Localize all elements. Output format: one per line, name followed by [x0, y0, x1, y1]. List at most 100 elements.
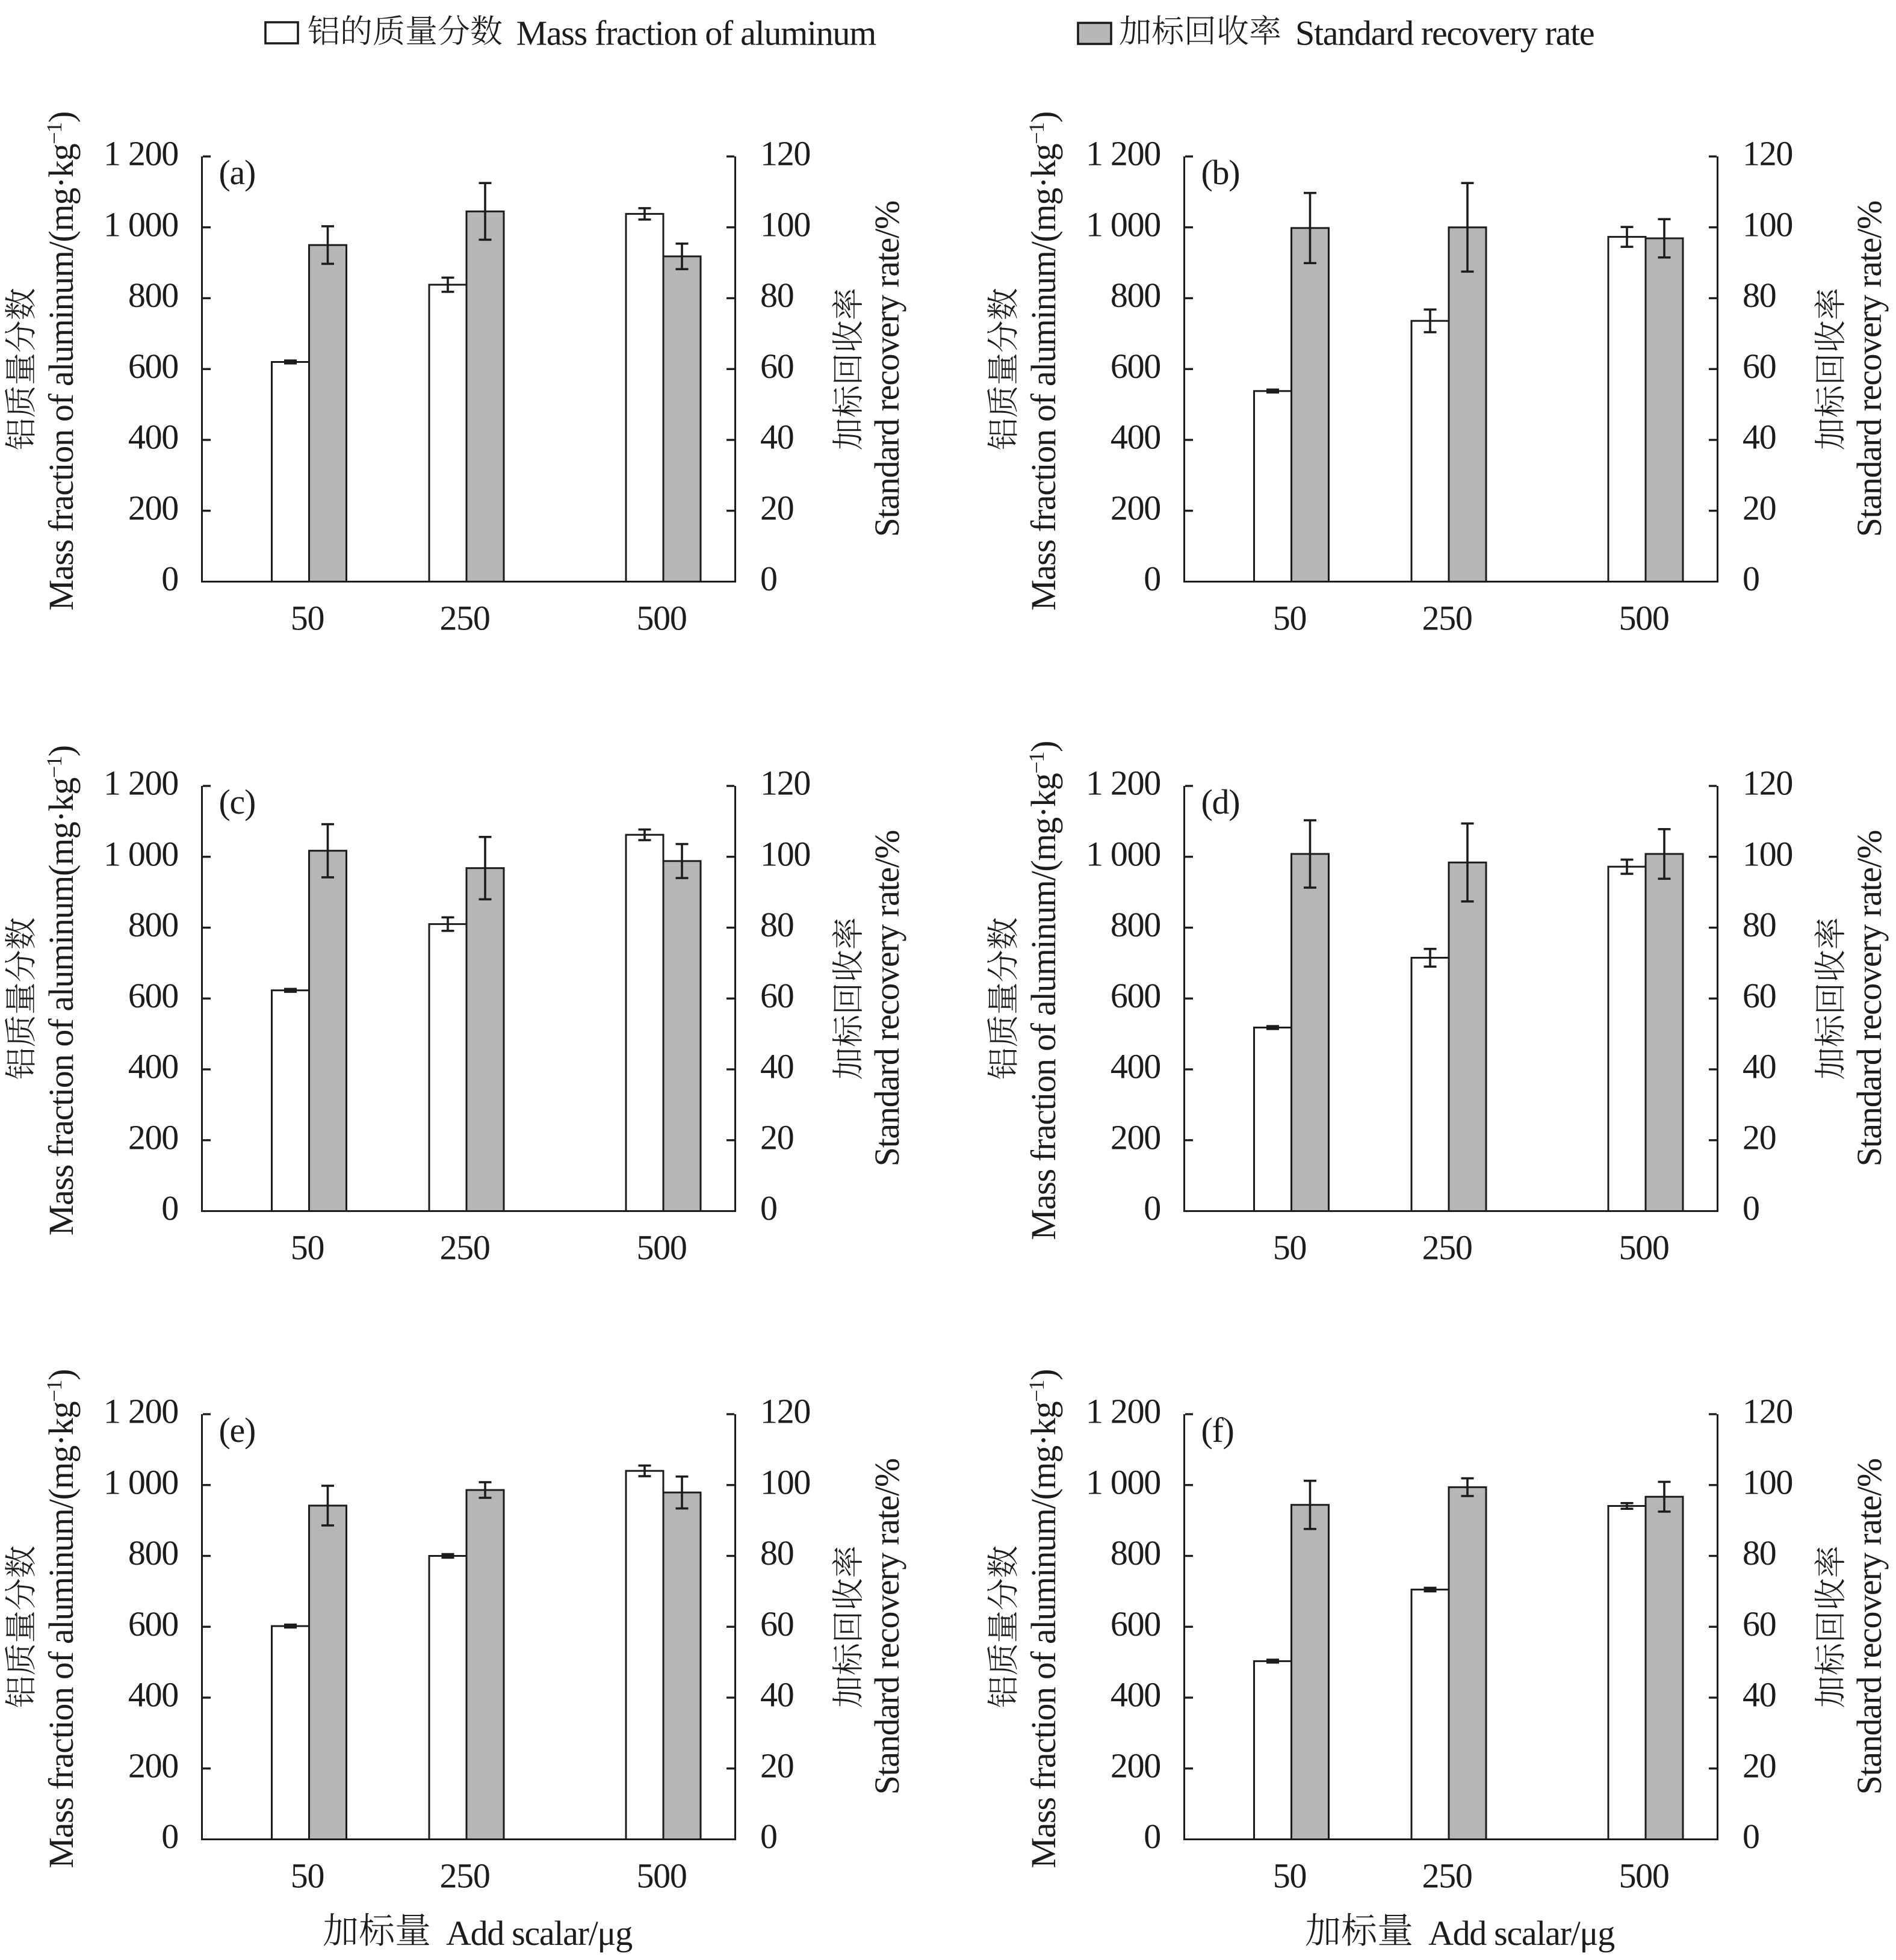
svg-text:(c): (c): [219, 782, 255, 821]
svg-text:1 200: 1 200: [104, 134, 178, 173]
svg-text:100: 100: [1743, 205, 1792, 244]
svg-text:Mass fraction of aluminum/(mg·: Mass fraction of aluminum/(mg·kg−1): [42, 1370, 81, 1869]
svg-text:400: 400: [128, 1047, 178, 1086]
svg-text:400: 400: [128, 418, 178, 457]
svg-text:加标回收率: 加标回收率: [823, 288, 869, 450]
svg-text:60: 60: [1743, 347, 1776, 386]
svg-text:400: 400: [128, 1675, 178, 1714]
svg-text:50: 50: [1273, 1856, 1306, 1896]
svg-text:800: 800: [128, 276, 178, 315]
svg-text:60: 60: [760, 347, 793, 386]
svg-text:Mass fraction of aluminum/(mg·: Mass fraction of aluminum/(mg·kg−1): [1024, 741, 1063, 1240]
svg-text:100: 100: [1743, 834, 1792, 873]
svg-text:1 200: 1 200: [1086, 1392, 1160, 1431]
svg-text:1 200: 1 200: [104, 764, 178, 803]
svg-text:80: 80: [760, 276, 793, 315]
svg-text:20: 20: [1743, 1746, 1776, 1785]
svg-text:800: 800: [1111, 905, 1160, 944]
svg-text:50: 50: [1273, 599, 1306, 638]
svg-text:1 000: 1 000: [104, 834, 178, 873]
svg-text:60: 60: [760, 976, 793, 1015]
svg-text:40: 40: [760, 418, 793, 457]
svg-text:加标量: 加标量: [323, 1902, 431, 1954]
svg-text:40: 40: [1743, 1047, 1776, 1086]
svg-text:120: 120: [760, 134, 810, 173]
svg-text:铝质量分数: 铝质量分数: [978, 288, 1024, 450]
svg-text:50: 50: [291, 1228, 324, 1267]
svg-text:20: 20: [760, 1118, 793, 1157]
svg-text:0: 0: [161, 559, 178, 598]
svg-text:250: 250: [439, 1228, 489, 1267]
svg-text:800: 800: [1111, 1533, 1160, 1572]
svg-text:0: 0: [760, 559, 777, 598]
svg-text:加标回收率: 加标回收率: [1805, 1545, 1851, 1708]
svg-text:40: 40: [1743, 1675, 1776, 1714]
svg-text:1 000: 1 000: [104, 1462, 178, 1501]
svg-text:600: 600: [128, 347, 178, 386]
svg-text:1 000: 1 000: [104, 205, 178, 244]
svg-text:400: 400: [1111, 1675, 1160, 1714]
svg-text:Standard recovery rate/%: Standard recovery rate/%: [867, 201, 906, 537]
svg-text:250: 250: [1422, 599, 1472, 638]
svg-text:40: 40: [760, 1047, 793, 1086]
svg-text:铝质量分数: 铝质量分数: [978, 917, 1024, 1080]
svg-text:200: 200: [128, 1746, 178, 1785]
svg-text:(e): (e): [219, 1411, 255, 1450]
svg-text:600: 600: [1111, 976, 1160, 1015]
svg-text:0: 0: [1743, 1817, 1759, 1856]
svg-text:80: 80: [1743, 276, 1776, 315]
svg-text:(f): (f): [1201, 1411, 1234, 1450]
svg-text:80: 80: [1743, 905, 1776, 944]
svg-text:Standard recovery rate/%: Standard recovery rate/%: [867, 830, 906, 1166]
svg-text:0: 0: [1144, 1189, 1160, 1228]
svg-text:加标回收率: 加标回收率: [1805, 917, 1851, 1080]
svg-text:20: 20: [760, 488, 793, 527]
svg-text:0: 0: [1144, 559, 1160, 598]
svg-text:200: 200: [128, 1118, 178, 1157]
svg-text:60: 60: [1743, 1604, 1776, 1643]
svg-text:50: 50: [291, 599, 324, 638]
svg-text:铝质量分数: 铝质量分数: [0, 1545, 42, 1708]
svg-text:60: 60: [1743, 976, 1776, 1015]
svg-text:Standard recovery rate/%: Standard recovery rate/%: [867, 1459, 906, 1795]
svg-text:250: 250: [1422, 1856, 1472, 1896]
svg-text:800: 800: [128, 905, 178, 944]
svg-text:500: 500: [636, 599, 686, 638]
svg-text:Standard recovery rate: Standard recovery rate: [1295, 14, 1594, 53]
svg-text:20: 20: [1743, 1118, 1776, 1157]
svg-text:60: 60: [760, 1604, 793, 1643]
svg-text:Add scalar/μg: Add scalar/μg: [1428, 1914, 1614, 1953]
svg-text:600: 600: [1111, 347, 1160, 386]
svg-text:Mass fraction of aluminum/(mg·: Mass fraction of aluminum/(mg·kg−1): [1024, 112, 1063, 611]
svg-text:80: 80: [760, 905, 793, 944]
svg-text:200: 200: [1111, 488, 1160, 527]
svg-text:Standard recovery rate/%: Standard recovery rate/%: [1850, 1459, 1889, 1795]
svg-text:800: 800: [128, 1533, 178, 1572]
svg-text:Add scalar/μg: Add scalar/μg: [446, 1914, 632, 1953]
svg-text:铝质量分数: 铝质量分数: [978, 1545, 1024, 1708]
svg-text:400: 400: [1111, 418, 1160, 457]
svg-text:200: 200: [128, 488, 178, 527]
svg-text:50: 50: [1273, 1228, 1306, 1267]
svg-text:1 200: 1 200: [1086, 134, 1160, 173]
svg-text:加标回收率: 加标回收率: [1119, 6, 1281, 52]
svg-text:200: 200: [1111, 1118, 1160, 1157]
svg-text:1 200: 1 200: [1086, 764, 1160, 803]
svg-text:120: 120: [1743, 764, 1792, 803]
svg-text:1 000: 1 000: [1086, 1462, 1160, 1501]
svg-text:800: 800: [1111, 276, 1160, 315]
svg-text:0: 0: [161, 1817, 178, 1856]
svg-text:(d): (d): [1201, 782, 1240, 821]
svg-text:0: 0: [760, 1189, 777, 1228]
svg-text:加标回收率: 加标回收率: [823, 917, 869, 1080]
svg-text:铝质量分数: 铝质量分数: [0, 288, 42, 450]
svg-text:100: 100: [760, 1462, 810, 1501]
svg-text:250: 250: [1422, 1228, 1472, 1267]
svg-text:120: 120: [1743, 1392, 1792, 1431]
svg-text:加标量: 加标量: [1305, 1902, 1413, 1954]
svg-text:加标回收率: 加标回收率: [1805, 288, 1851, 450]
svg-text:600: 600: [1111, 1604, 1160, 1643]
svg-text:100: 100: [1743, 1462, 1792, 1501]
svg-text:铝的质量分数: 铝的质量分数: [308, 6, 503, 52]
svg-text:40: 40: [760, 1675, 793, 1714]
